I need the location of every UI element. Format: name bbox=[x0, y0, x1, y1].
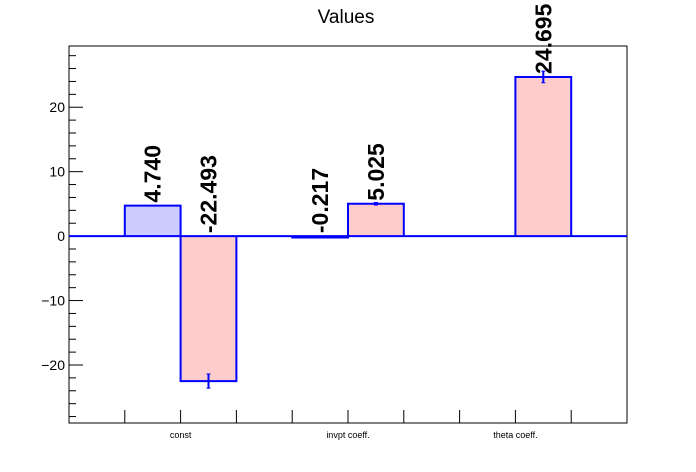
bar bbox=[515, 76, 572, 237]
bar-outline bbox=[123, 204, 182, 237]
data-label: -22.493 bbox=[196, 155, 222, 233]
bar bbox=[124, 205, 181, 237]
bar bbox=[348, 203, 404, 237]
plot-area: −20 −10 0 10 20 const invpt coeff. theta coeff.… bbox=[41, 3, 628, 440]
y-tick-label: 0 bbox=[57, 228, 65, 244]
y-tick-label: 20 bbox=[49, 99, 65, 115]
x-category-label: theta coeff. bbox=[493, 430, 537, 440]
data-label: 5.025 bbox=[363, 143, 389, 201]
bar bbox=[180, 236, 237, 382]
x-category-label: const bbox=[170, 430, 192, 440]
y-tick-label: −20 bbox=[41, 357, 65, 373]
y-tick-label: 10 bbox=[49, 164, 65, 180]
data-label: -0.217 bbox=[307, 168, 333, 233]
chart-title: Values bbox=[318, 7, 375, 28]
data-label: 24.695 bbox=[530, 3, 556, 74]
y-tick-label: −10 bbox=[41, 293, 65, 309]
x-category-label: invpt coeff. bbox=[326, 430, 369, 440]
data-label: 4.740 bbox=[140, 145, 166, 203]
